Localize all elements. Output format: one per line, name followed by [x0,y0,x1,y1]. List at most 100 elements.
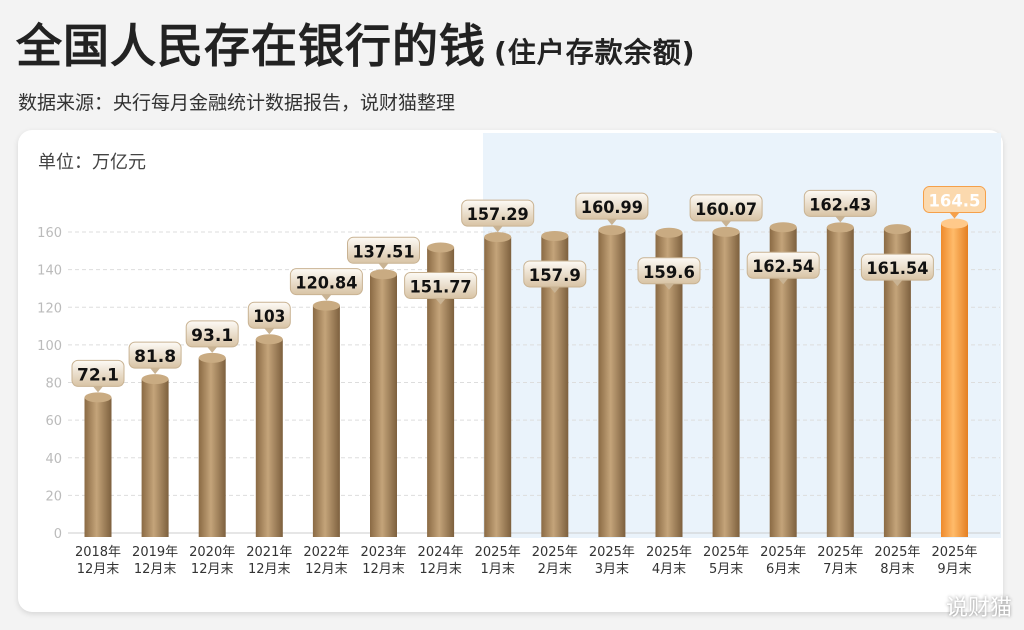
data-label: 164.5 [929,192,981,212]
x-tick-label: 12月末 [305,562,348,577]
data-label: 159.6 [643,263,695,283]
bar-top [541,230,569,241]
bar-top [370,269,397,280]
bar-top [712,226,740,237]
data-label-pointer [150,368,161,375]
data-label: 81.8 [134,347,176,367]
data-label-pointer [435,298,446,305]
data-label: 162.54 [752,257,814,277]
x-tick-label: 12月末 [134,562,177,577]
bar-top [769,222,797,233]
page-subtitle: (住户存款余额) [494,36,696,69]
bar [712,231,740,537]
x-tick-label: 2025年 [589,545,635,560]
x-tick-label: 4月末 [652,562,686,577]
data-label: 160.99 [581,198,643,218]
data-label-pointer [949,212,960,219]
bar [141,379,169,537]
x-tick-label: 2025年 [646,545,692,560]
bar [370,274,397,537]
title-text: 全国人民存在银行的钱 [16,19,486,73]
data-label-pointer [549,286,560,293]
bar [312,305,340,537]
data-label-pointer [606,219,617,226]
x-tick-label: 2022年 [303,545,349,560]
x-tick-label: 3月末 [595,562,629,577]
data-label: 151.77 [410,277,472,297]
data-label-pointer [264,328,275,335]
x-tick-label: 2025年 [931,545,977,560]
bar-top [826,222,854,233]
bar [84,397,112,537]
y-tick-label: 80 [45,377,62,392]
data-label: 157.29 [467,205,529,225]
data-label-pointer [93,386,103,393]
x-tick-label: 2025年 [475,545,521,560]
bar-top [598,225,626,236]
x-tick-label: 2021年 [246,545,292,560]
data-label-pointer [664,283,674,290]
bar [198,357,226,537]
x-tick-label: 12月末 [191,562,234,577]
data-label: 160.07 [695,200,757,220]
bar [941,223,968,538]
data-label-pointer [721,220,732,227]
data-label-pointer [835,216,846,223]
bar-top [141,374,169,385]
x-tick-label: 7月末 [823,562,857,577]
y-tick-label: 140 [37,264,62,279]
x-tick-label: 2019年 [132,545,178,560]
x-tick-label: 2025年 [760,545,806,560]
data-label-pointer [892,280,903,287]
data-label: 93.1 [191,326,233,346]
x-tick-label: 8月末 [880,562,914,577]
x-tick-label: 2024年 [418,545,464,560]
data-label: 120.84 [295,274,357,294]
y-tick-label: 160 [37,226,62,241]
x-tick-label: 1月末 [481,562,515,577]
x-tick-label: 2025年 [817,545,863,560]
page-title: 全国人民存在银行的钱 (住户存款余额) [16,10,696,76]
bar-top [941,218,968,229]
bar-top [484,232,512,243]
x-tick-label: 12月末 [362,562,405,577]
y-tick-label: 100 [37,339,62,354]
x-tick-label: 2020年 [189,545,235,560]
x-tick-label: 12月末 [248,562,291,577]
data-label: 161.54 [866,259,928,279]
x-tick-label: 2018年 [75,545,121,560]
bar [826,227,854,537]
data-label-pointer [492,226,503,233]
y-tick-label: 0 [54,527,62,542]
bar-top [84,392,112,403]
x-tick-label: 2025年 [532,545,578,560]
bar-top [427,242,455,253]
x-tick-label: 2025年 [874,545,920,560]
bar [255,339,283,537]
data-label: 162.43 [809,195,871,215]
x-tick-label: 9月末 [937,562,971,577]
x-tick-label: 6月末 [766,562,800,577]
bar-top [312,300,340,311]
bar [598,230,626,537]
y-tick-label: 20 [45,489,62,504]
watermark: 说财猫 [945,596,1012,621]
data-label: 137.51 [353,242,415,262]
x-tick-label: 2025年 [703,545,749,560]
data-label-pointer [778,278,789,285]
unit-label: 单位：万亿元 [38,152,146,173]
bar-top [255,334,283,345]
data-label: 157.9 [529,266,581,286]
y-tick-label: 40 [45,452,62,467]
data-source: 数据来源：央行每月金融统计数据报告，说财猫整理 [18,92,456,114]
x-tick-label: 12月末 [419,562,462,577]
x-tick-label: 12月末 [77,562,120,577]
bar-top [198,352,226,363]
bar [484,237,512,537]
data-label-pointer [207,346,218,353]
y-tick-label: 60 [45,414,62,429]
x-tick-label: 2023年 [360,545,406,560]
data-label-pointer [378,263,389,270]
data-label-pointer [321,294,332,301]
